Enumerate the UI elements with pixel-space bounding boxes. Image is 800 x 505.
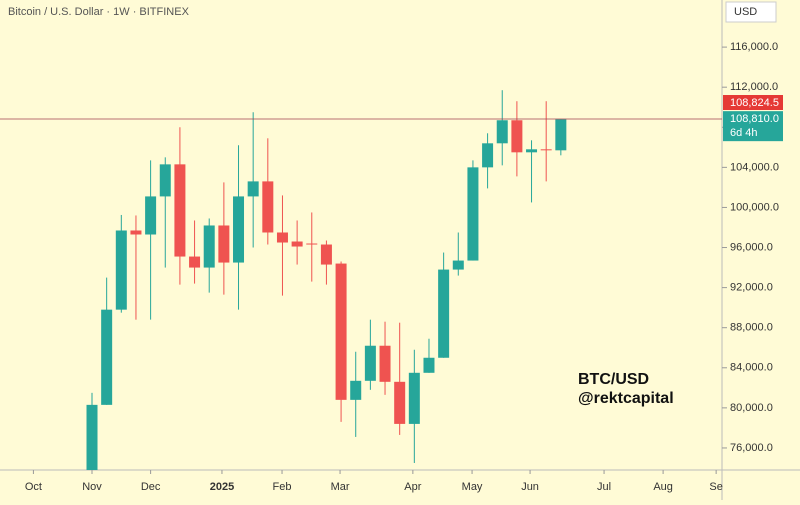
candle-body — [408, 372, 420, 424]
price-tag — [723, 95, 783, 111]
x-tick-label: Nov — [82, 481, 102, 493]
chart-title: Bitcoin / U.S. Dollar · 1W · BITFINEX — [8, 6, 190, 18]
plot-area — [86, 90, 567, 470]
candle-body — [233, 196, 245, 263]
y-tick-label: 92,000.0 — [730, 282, 773, 294]
candle-body — [335, 263, 347, 400]
price-tag — [723, 111, 783, 142]
x-tick-label: Jun — [521, 481, 539, 493]
y-tick-label: 116,000.0 — [730, 41, 778, 53]
candle-body — [467, 167, 479, 261]
y-tick-label: 96,000.0 — [730, 241, 773, 253]
candle-body — [145, 196, 157, 235]
candle-body — [101, 309, 113, 405]
y-tick-label: 100,000.0 — [730, 201, 779, 213]
x-tick-label: Jul — [597, 481, 611, 493]
x-tick-label: Apr — [404, 481, 421, 493]
price-tag-label: 108,824.5 — [730, 97, 779, 109]
candle-body — [247, 181, 259, 197]
candle-body — [203, 225, 215, 268]
x-tick-label: Oct — [25, 481, 42, 493]
y-tick-label: 112,000.0 — [730, 81, 778, 93]
candle-body — [350, 380, 362, 400]
candle-body — [189, 256, 201, 268]
y-tick-label: 88,000.0 — [730, 322, 773, 334]
candle-body — [291, 241, 303, 247]
candle-body — [555, 119, 567, 151]
candle-body — [423, 357, 435, 373]
candle-body — [511, 120, 523, 153]
y-tick-label: 84,000.0 — [730, 362, 773, 374]
candle-body — [115, 230, 127, 310]
x-tick-label: May — [462, 481, 483, 493]
candle-body — [452, 260, 464, 270]
price-tag-sublabel: 6d 4h — [730, 127, 758, 139]
x-tick-label: Feb — [273, 481, 292, 493]
candle-body — [482, 143, 494, 168]
x-tick-label: Dec — [141, 481, 161, 493]
y-tick-label: 76,000.0 — [730, 442, 773, 454]
candle-body — [262, 181, 274, 233]
candle-body — [364, 345, 376, 381]
currency: USD — [734, 6, 757, 18]
watermark: BTC/USD — [578, 371, 649, 388]
candle-body — [159, 164, 171, 197]
x-tick-label: Se — [709, 481, 722, 493]
x-tick-label: Aug — [653, 481, 673, 493]
candle-body — [496, 120, 508, 144]
candle-body — [540, 149, 552, 151]
candle-body — [218, 225, 230, 263]
candle-body — [276, 232, 288, 243]
candle-body — [320, 244, 332, 265]
candle-body — [526, 149, 538, 153]
candle-body — [86, 404, 98, 470]
watermark: @rektcapital — [578, 390, 674, 407]
x-tick-label: 2025 — [210, 481, 234, 493]
candle-body — [394, 381, 406, 424]
candle-body — [379, 345, 391, 382]
candle-body — [438, 269, 450, 358]
x-tick-label: Mar — [331, 481, 350, 493]
candle-body — [130, 230, 142, 235]
currency-box — [725, 1, 777, 23]
price-tag-label: 108,810.0 — [730, 113, 779, 125]
candle-body — [306, 243, 318, 245]
y-tick-label: 104,000.0 — [730, 161, 779, 173]
y-tick-label: 80,000.0 — [730, 402, 773, 414]
candle-body — [174, 164, 186, 257]
